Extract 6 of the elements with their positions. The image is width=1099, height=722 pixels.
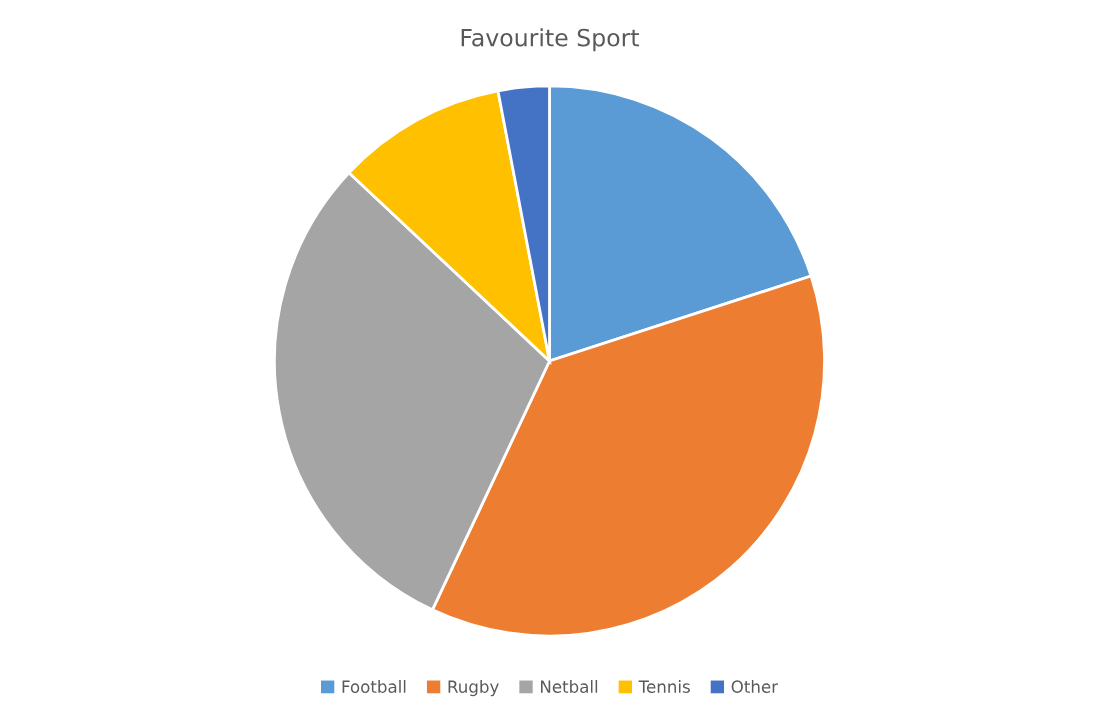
legend-label: Football xyxy=(342,680,406,693)
legend-label: Rugby xyxy=(448,680,499,697)
chart-title: Favourite Sport xyxy=(461,28,640,52)
legend-label: Netball xyxy=(540,680,598,693)
legend-label: Tennis xyxy=(638,680,690,693)
legend-label: Other xyxy=(731,680,779,693)
